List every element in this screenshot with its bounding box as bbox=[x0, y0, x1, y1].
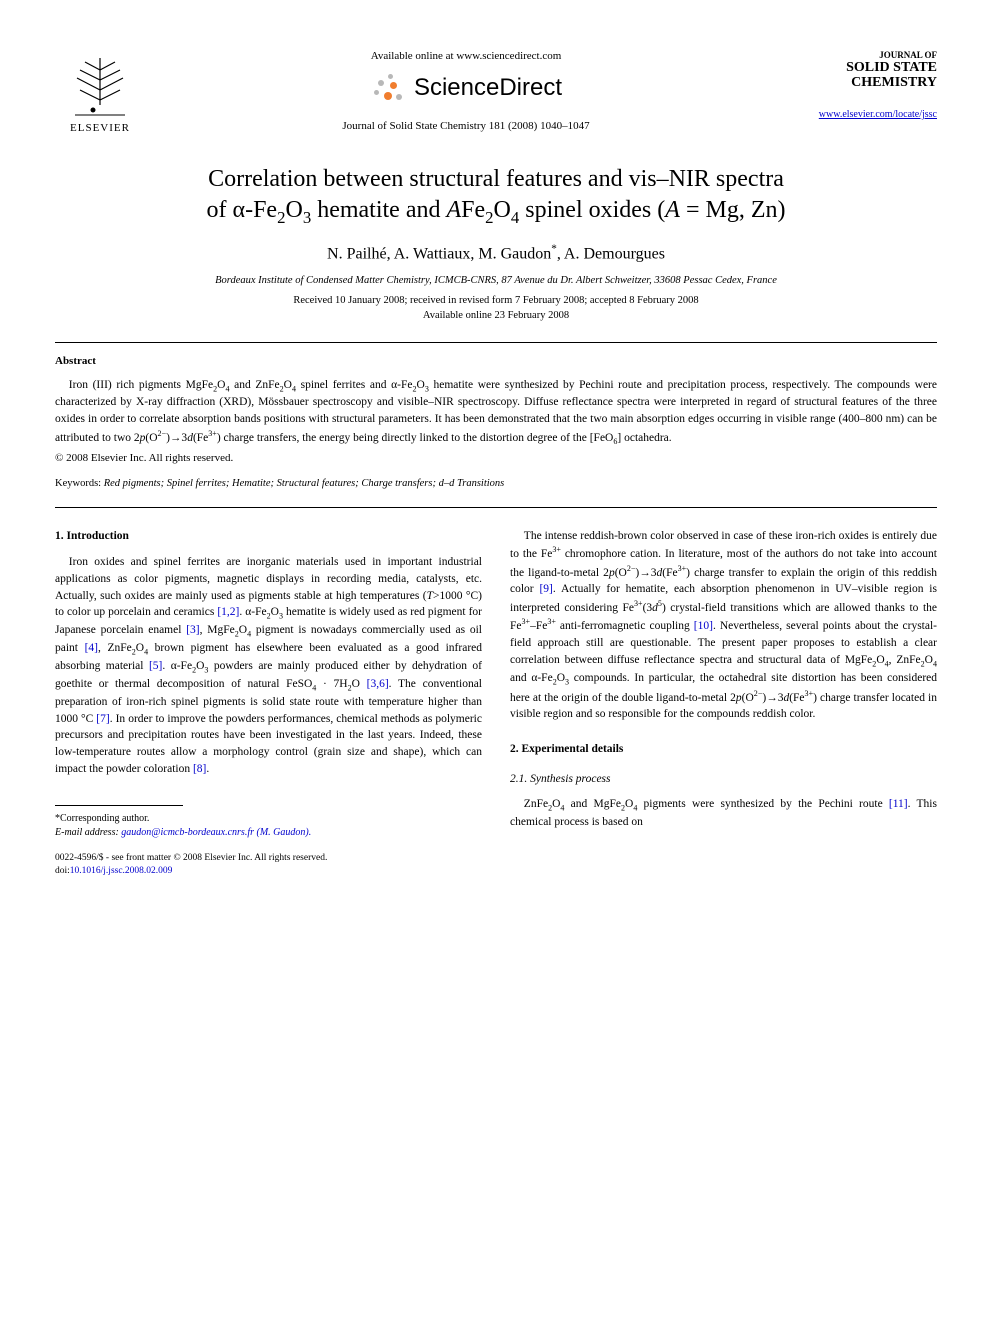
front-matter: 0022-4596/$ - see front matter © 2008 El… bbox=[55, 853, 327, 863]
footnote-divider bbox=[55, 805, 183, 806]
title-line1: Correlation between structural features … bbox=[208, 166, 784, 192]
keywords-label: Keywords: bbox=[55, 478, 101, 489]
affiliation: Bordeaux Institute of Condensed Matter C… bbox=[55, 275, 937, 286]
abstract-body: Iron (III) rich pigments MgFe2O4 and ZnF… bbox=[55, 377, 937, 448]
corresponding-label: *Corresponding author. bbox=[55, 813, 149, 824]
keywords-text: Red pigments; Spinel ferrites; Hematite;… bbox=[104, 478, 505, 489]
journal-name: SOLID STATE CHEMISTRY bbox=[787, 60, 937, 91]
elsevier-logo: ELSEVIER bbox=[55, 50, 145, 134]
journal-reference: Journal of Solid State Chemistry 181 (20… bbox=[145, 120, 787, 132]
right-column: The intense reddish-brown color observed… bbox=[510, 528, 937, 878]
doi-link[interactable]: 10.1016/j.jssc.2008.02.009 bbox=[70, 866, 173, 876]
article-title: Correlation between structural features … bbox=[55, 164, 937, 229]
dates-line2: Available online 23 February 2008 bbox=[423, 310, 569, 321]
corresponding-email[interactable]: gaudon@icmcb-bordeaux.cnrs.fr (M. Gaudon… bbox=[121, 827, 311, 838]
title-line2: of α-Fe2O3 hematite and AFe2O4 spinel ox… bbox=[207, 197, 786, 223]
sciencedirect-dots-icon bbox=[370, 70, 406, 106]
doi-block: 0022-4596/$ - see front matter © 2008 El… bbox=[55, 852, 482, 877]
divider bbox=[55, 507, 937, 508]
left-column: 1. Introduction Iron oxides and spinel f… bbox=[55, 528, 482, 878]
intro-paragraph-2: The intense reddish-brown color observed… bbox=[510, 528, 937, 723]
intro-paragraph-1: Iron oxides and spinel ferrites are inor… bbox=[55, 554, 482, 777]
journal-of-label: JOURNAL OF bbox=[787, 50, 937, 60]
copyright: © 2008 Elsevier Inc. All rights reserved… bbox=[55, 452, 937, 464]
dates-line1: Received 10 January 2008; received in re… bbox=[293, 295, 698, 306]
synthesis-heading: 2.1. Synthesis process bbox=[510, 771, 937, 788]
journal-url-link[interactable]: www.elsevier.com/locate/jssc bbox=[787, 109, 937, 120]
center-header: Available online at www.sciencedirect.co… bbox=[145, 50, 787, 132]
intro-heading: 1. Introduction bbox=[55, 528, 482, 545]
journal-title-box: JOURNAL OF SOLID STATE CHEMISTRY www.els… bbox=[787, 50, 937, 120]
body-columns: 1. Introduction Iron oxides and spinel f… bbox=[55, 528, 937, 878]
sciencedirect-logo: ScienceDirect bbox=[145, 70, 787, 106]
synthesis-paragraph-1: ZnFe2O4 and MgFe2O4 pigments were synthe… bbox=[510, 796, 937, 831]
elsevier-tree-icon bbox=[65, 50, 135, 120]
authors: N. Pailhé, A. Wattiaux, M. Gaudon*, A. D… bbox=[55, 243, 937, 263]
corresponding-author-footnote: *Corresponding author. E-mail address: g… bbox=[55, 812, 482, 840]
doi-prefix: doi: bbox=[55, 866, 70, 876]
available-online-text: Available online at www.sciencedirect.co… bbox=[145, 50, 787, 62]
divider bbox=[55, 342, 937, 343]
elsevier-label: ELSEVIER bbox=[70, 122, 130, 134]
keywords: Keywords: Red pigments; Spinel ferrites;… bbox=[55, 478, 937, 489]
email-label: E-mail address: bbox=[55, 827, 119, 838]
page-header: ELSEVIER Available online at www.science… bbox=[55, 50, 937, 134]
sciencedirect-text: ScienceDirect bbox=[414, 74, 562, 102]
abstract-heading: Abstract bbox=[55, 355, 937, 367]
abstract-text: Iron (III) rich pigments MgFe2O4 and ZnF… bbox=[55, 377, 937, 448]
experimental-heading: 2. Experimental details bbox=[510, 741, 937, 758]
article-dates: Received 10 January 2008; received in re… bbox=[55, 294, 937, 323]
